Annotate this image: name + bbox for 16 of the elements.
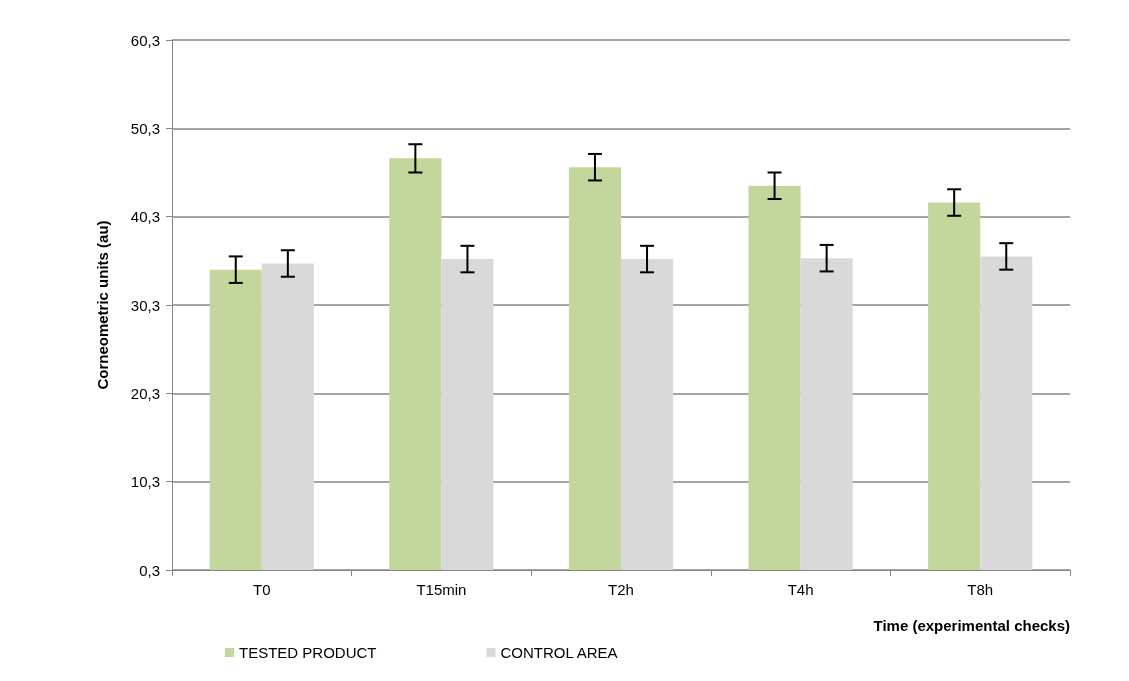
x-axis-title: Time (experimental checks)	[873, 617, 1070, 634]
y-tick-label: 50,3	[130, 119, 160, 137]
y-tick-label: 60,3	[130, 31, 160, 49]
x-tick-label: T2h	[608, 581, 634, 598]
legend-label: CONTROL AREA	[500, 644, 618, 661]
y-tick-label: 10,3	[130, 473, 160, 491]
x-tick-label: T15min	[416, 581, 467, 598]
y-tick-label: 20,3	[130, 384, 160, 402]
y-tick-label: 40,3	[130, 208, 160, 226]
y-axis-title: Corneometric units (au)	[94, 220, 111, 390]
x-tick-label: T0	[253, 581, 271, 598]
x-tick-label: T4h	[787, 581, 814, 598]
legend-label: TESTED PRODUCT	[239, 644, 377, 661]
x-tick-label: T8h	[967, 581, 994, 598]
y-tick-label: 0,3	[139, 561, 160, 579]
y-tick-label: 30,3	[130, 296, 160, 314]
